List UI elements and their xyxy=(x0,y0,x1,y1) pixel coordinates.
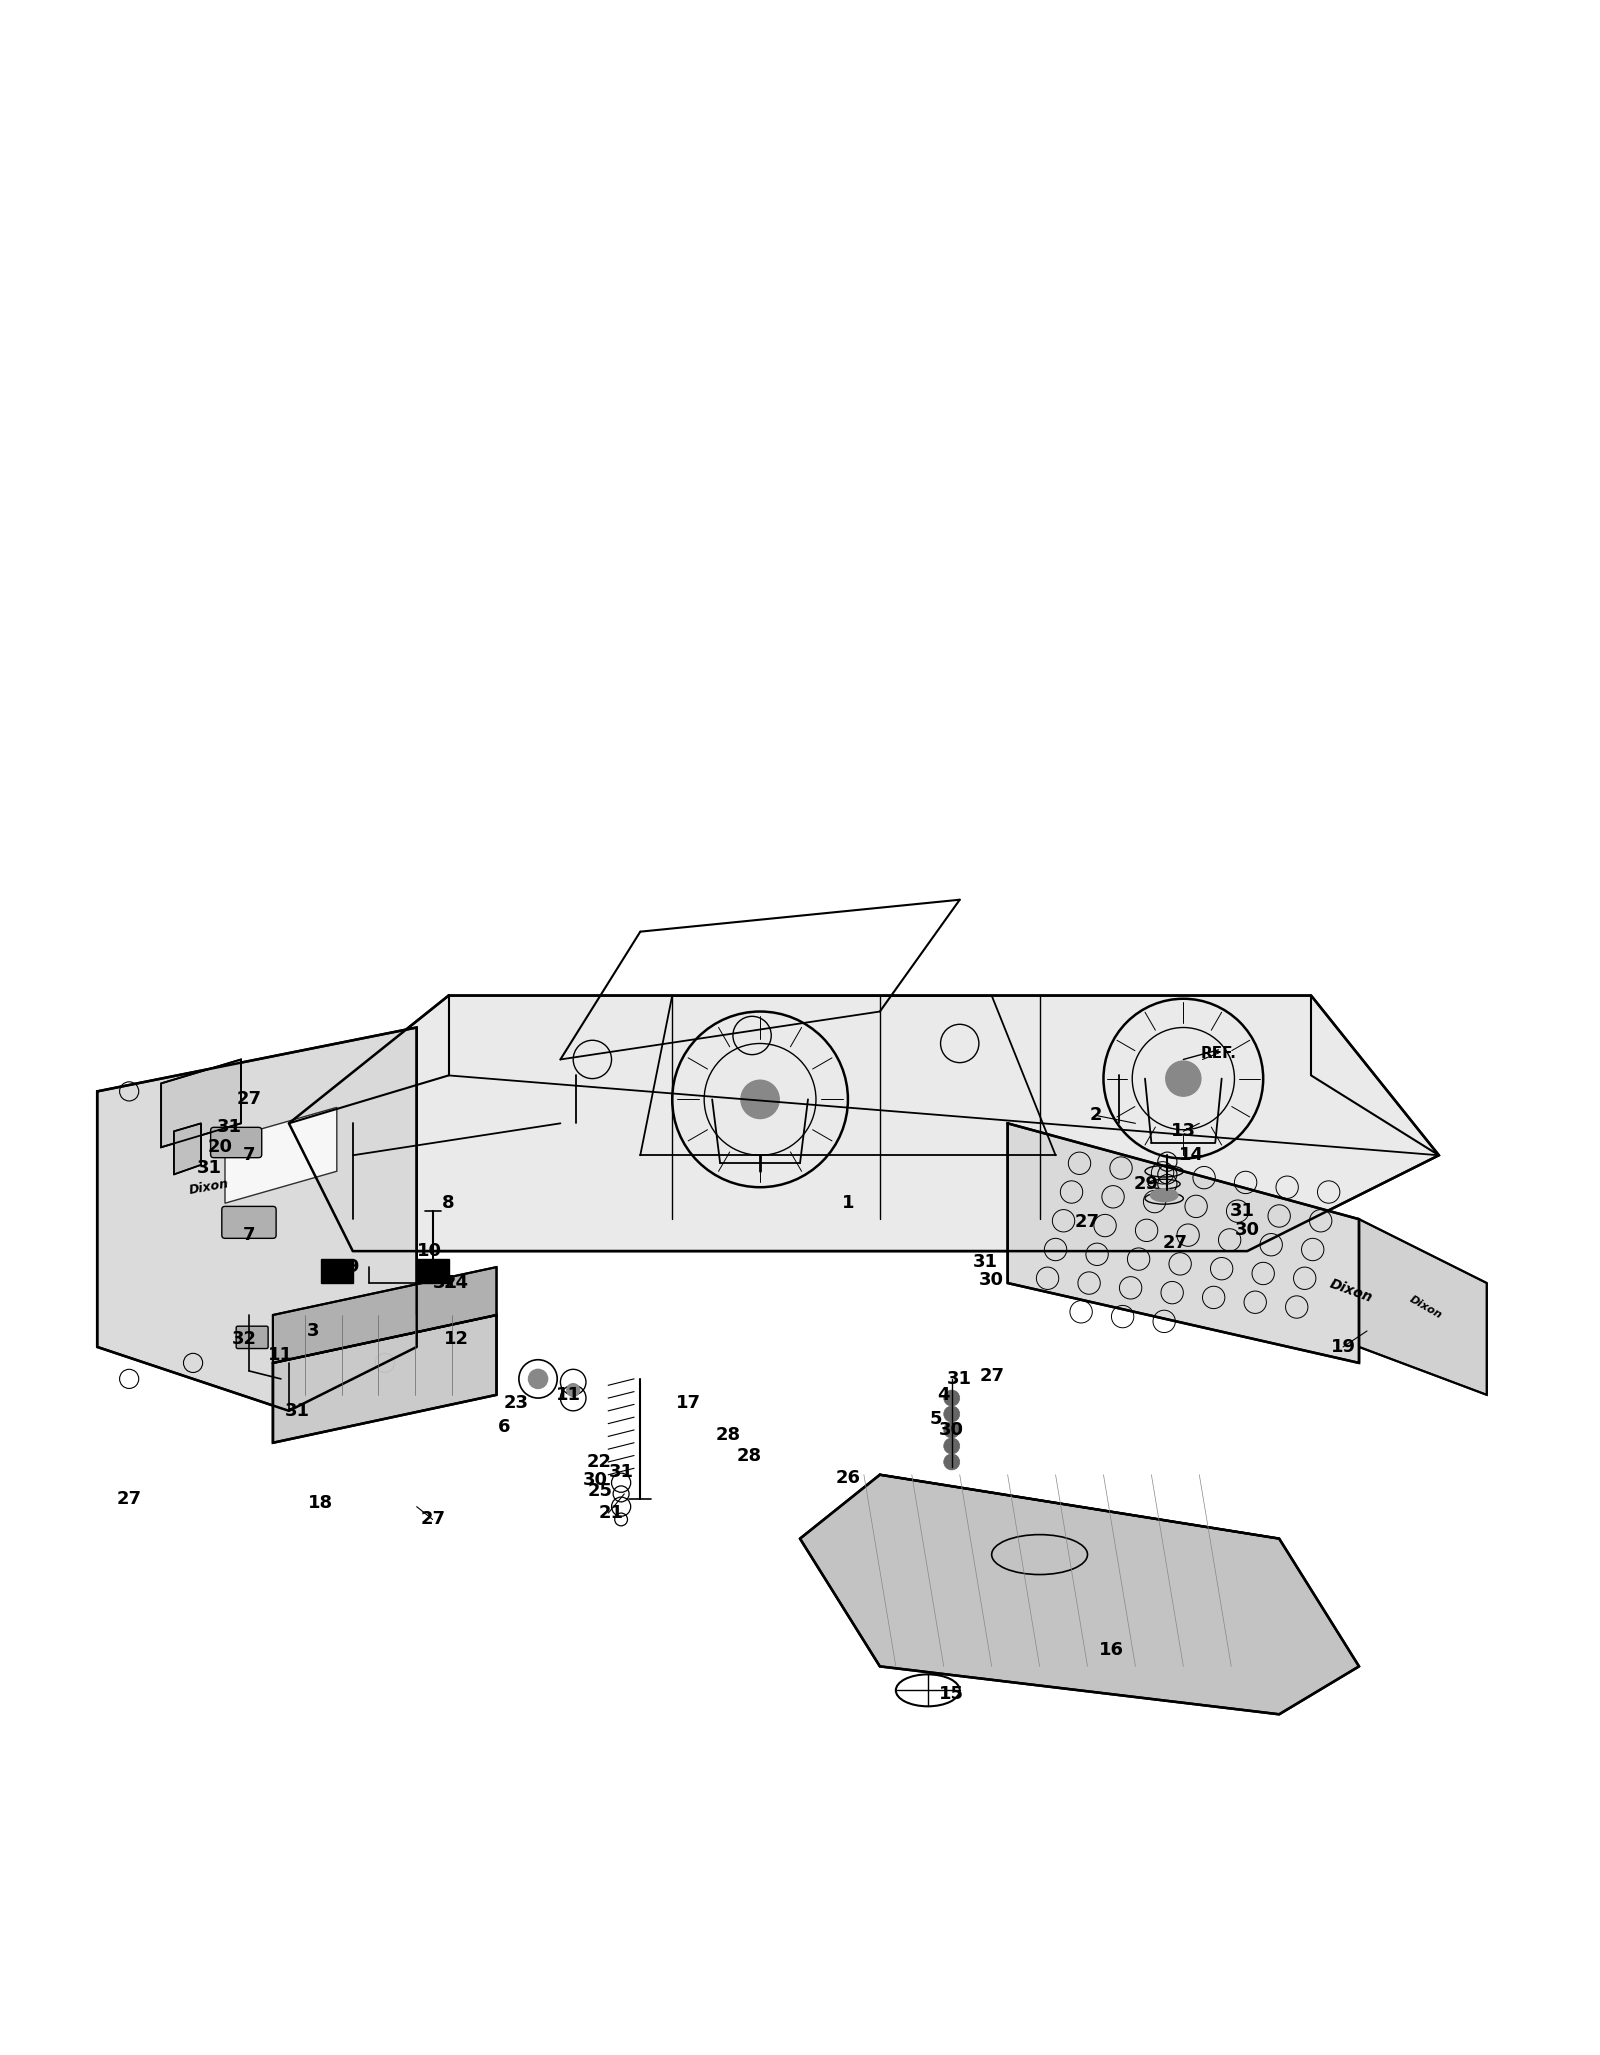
Circle shape xyxy=(944,1406,960,1422)
Text: 27: 27 xyxy=(117,1490,142,1508)
Text: 13: 13 xyxy=(1171,1122,1195,1141)
Circle shape xyxy=(944,1455,960,1469)
Text: Dixon: Dixon xyxy=(1328,1276,1374,1305)
Bar xyxy=(322,1260,352,1282)
Text: 23: 23 xyxy=(502,1393,528,1412)
Text: 11: 11 xyxy=(555,1385,581,1404)
Text: 31: 31 xyxy=(218,1118,242,1136)
Text: 27: 27 xyxy=(979,1367,1005,1385)
FancyBboxPatch shape xyxy=(211,1128,262,1157)
Text: 18: 18 xyxy=(309,1494,333,1512)
Text: 26: 26 xyxy=(835,1469,861,1488)
Text: 28: 28 xyxy=(715,1426,741,1445)
Text: 6: 6 xyxy=(498,1418,510,1436)
Text: 19: 19 xyxy=(1331,1338,1355,1356)
Text: 31: 31 xyxy=(285,1402,309,1420)
Text: 14: 14 xyxy=(1179,1147,1203,1165)
Polygon shape xyxy=(1008,1124,1358,1362)
Text: 3: 3 xyxy=(307,1321,318,1340)
Text: 10: 10 xyxy=(418,1241,442,1260)
Text: 7: 7 xyxy=(243,1227,256,1243)
Text: Dixon: Dixon xyxy=(189,1178,230,1198)
Text: 28: 28 xyxy=(736,1447,762,1465)
Text: 31: 31 xyxy=(197,1159,221,1178)
Text: 21: 21 xyxy=(598,1504,624,1523)
Polygon shape xyxy=(98,1028,416,1412)
Polygon shape xyxy=(226,1108,338,1202)
Ellipse shape xyxy=(1150,1188,1179,1202)
Text: 30: 30 xyxy=(582,1471,608,1488)
Circle shape xyxy=(944,1438,960,1455)
Text: 27: 27 xyxy=(237,1091,261,1108)
Text: 30: 30 xyxy=(939,1420,965,1438)
Text: 27: 27 xyxy=(1163,1235,1187,1251)
Text: 31: 31 xyxy=(947,1371,973,1387)
Text: 9: 9 xyxy=(347,1258,358,1276)
Text: 24: 24 xyxy=(445,1274,469,1293)
Text: 12: 12 xyxy=(445,1330,469,1348)
Polygon shape xyxy=(274,1315,496,1443)
Polygon shape xyxy=(174,1124,202,1175)
Text: 22: 22 xyxy=(586,1453,611,1471)
Text: 17: 17 xyxy=(675,1393,701,1412)
Text: 32: 32 xyxy=(232,1330,256,1348)
Polygon shape xyxy=(162,1060,242,1147)
Text: 30: 30 xyxy=(1235,1221,1259,1239)
Text: 20: 20 xyxy=(208,1138,232,1157)
FancyBboxPatch shape xyxy=(222,1206,277,1239)
Text: 27: 27 xyxy=(1075,1212,1101,1231)
Text: REF.: REF. xyxy=(1200,1046,1237,1060)
Text: 5: 5 xyxy=(930,1410,942,1428)
Text: 27: 27 xyxy=(421,1510,445,1529)
Text: 16: 16 xyxy=(1099,1642,1123,1660)
Text: 2: 2 xyxy=(1090,1106,1102,1124)
Text: 1: 1 xyxy=(842,1194,854,1212)
Bar xyxy=(416,1260,448,1282)
Text: Dixon: Dixon xyxy=(1408,1295,1445,1319)
Text: 11: 11 xyxy=(269,1346,293,1365)
Polygon shape xyxy=(1358,1219,1486,1395)
Text: 7: 7 xyxy=(243,1147,256,1165)
Circle shape xyxy=(741,1081,779,1118)
Text: 31: 31 xyxy=(608,1463,634,1480)
Text: 8: 8 xyxy=(442,1194,454,1212)
Text: 31: 31 xyxy=(973,1254,998,1272)
Circle shape xyxy=(566,1383,579,1397)
Text: 31: 31 xyxy=(1230,1202,1254,1221)
Text: 31: 31 xyxy=(434,1274,458,1293)
Text: 15: 15 xyxy=(939,1685,965,1702)
Polygon shape xyxy=(290,995,1438,1251)
Text: 4: 4 xyxy=(938,1385,950,1404)
FancyBboxPatch shape xyxy=(237,1325,269,1348)
Polygon shape xyxy=(800,1475,1358,1714)
Circle shape xyxy=(944,1389,960,1406)
Polygon shape xyxy=(274,1268,496,1362)
Circle shape xyxy=(1166,1060,1202,1095)
Circle shape xyxy=(528,1369,547,1389)
Text: 30: 30 xyxy=(979,1270,1005,1288)
Text: 25: 25 xyxy=(587,1482,613,1500)
Text: 29: 29 xyxy=(1134,1175,1158,1194)
Circle shape xyxy=(944,1422,960,1438)
